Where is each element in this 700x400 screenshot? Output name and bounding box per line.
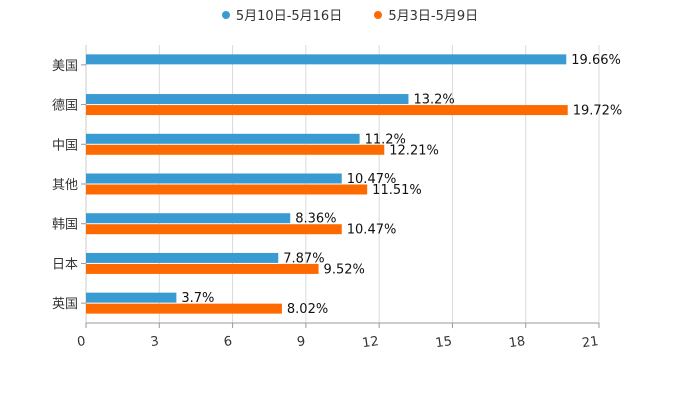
x-tick-label: 6 bbox=[223, 334, 233, 350]
legend-dot-icon bbox=[221, 10, 230, 19]
y-category-label: 日本 bbox=[52, 257, 78, 272]
legend-item-series-2[interactable]: 5月3日-5月9日 bbox=[374, 5, 478, 24]
bar-series-1 bbox=[86, 173, 342, 184]
x-tick-label: 12 bbox=[361, 334, 379, 351]
y-category-label: 中国 bbox=[52, 138, 78, 153]
data-label: 8.02% bbox=[287, 302, 328, 317]
bar-series-2 bbox=[86, 303, 282, 314]
data-label: 10.47% bbox=[347, 172, 397, 187]
x-tick-label: 18 bbox=[508, 334, 526, 351]
bar-series-1 bbox=[86, 94, 409, 105]
y-category-label: 其他 bbox=[52, 178, 78, 193]
legend-dot-icon bbox=[374, 10, 383, 19]
data-label: 10.47% bbox=[347, 223, 397, 238]
legend-item-series-1[interactable]: 5月10日-5月16日 bbox=[221, 5, 343, 24]
bar-series-1 bbox=[86, 133, 360, 144]
data-label: 11.51% bbox=[372, 183, 422, 198]
legend: 5月10日-5月16日 5月3日-5月9日 bbox=[0, 5, 700, 24]
data-label: 3.7% bbox=[181, 291, 214, 306]
bar-series-1 bbox=[86, 54, 567, 65]
data-label: 11.2% bbox=[365, 132, 406, 147]
y-category-label: 美国 bbox=[52, 59, 78, 74]
x-tick-label: 21 bbox=[581, 334, 599, 351]
x-tick-label: 9 bbox=[296, 334, 306, 350]
x-tick-label: 0 bbox=[76, 334, 86, 350]
data-label: 13.2% bbox=[413, 93, 454, 108]
data-label: 19.66% bbox=[571, 53, 621, 68]
bar-series-2 bbox=[86, 224, 342, 235]
data-label: 12.21% bbox=[389, 143, 439, 158]
x-tick-label: 15 bbox=[435, 334, 453, 351]
data-label: 7.87% bbox=[283, 251, 324, 266]
bar-series-2 bbox=[86, 144, 385, 155]
y-category-label: 韩国 bbox=[52, 218, 78, 233]
legend-label: 5月10日-5月16日 bbox=[235, 9, 343, 24]
bar-series-2 bbox=[86, 105, 568, 116]
data-label: 9.52% bbox=[324, 262, 365, 277]
data-label: 19.72% bbox=[573, 104, 623, 119]
legend-label: 5月3日-5月9日 bbox=[388, 9, 479, 24]
bar-series-2 bbox=[86, 184, 368, 195]
bar-series-1 bbox=[86, 252, 279, 263]
bar-series-1 bbox=[86, 213, 291, 224]
y-category-label: 德国 bbox=[52, 99, 78, 114]
data-label: 8.36% bbox=[295, 212, 336, 227]
bar-series-1 bbox=[86, 292, 177, 303]
x-tick-label: 3 bbox=[150, 334, 160, 350]
bar-series-2 bbox=[86, 263, 319, 274]
y-category-label: 英国 bbox=[52, 297, 78, 312]
